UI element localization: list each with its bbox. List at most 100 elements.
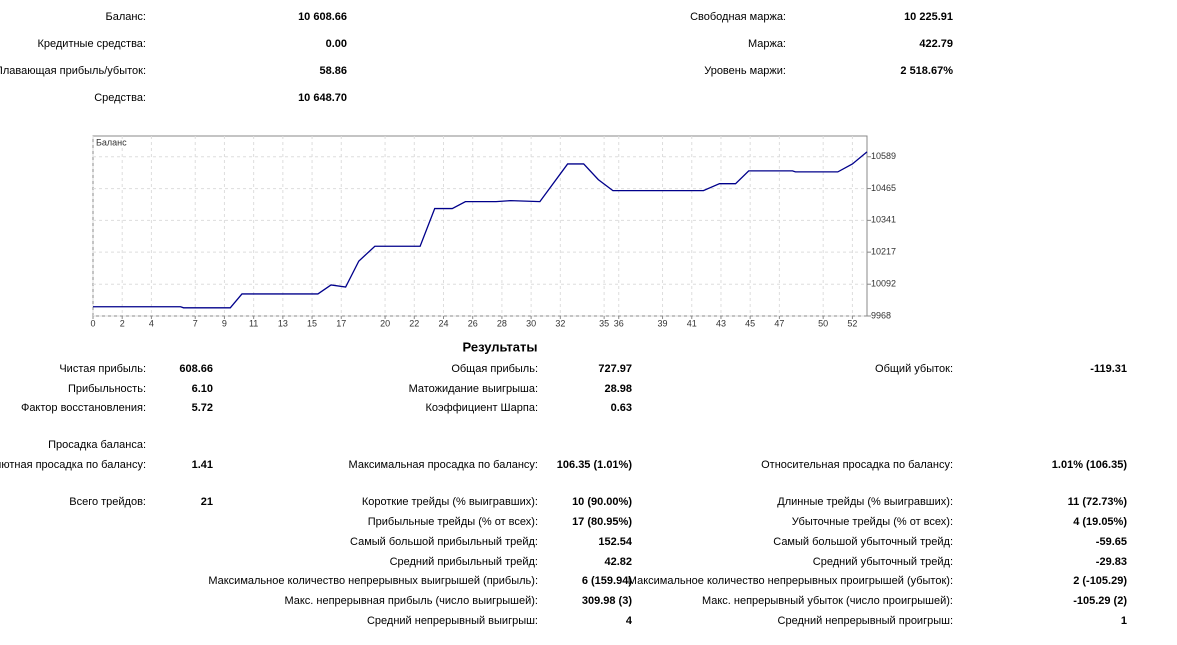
- result-value: 11 (72.73%): [1068, 496, 1128, 508]
- result-value: 6.10: [192, 383, 213, 395]
- x-tick-label: 0: [90, 318, 95, 328]
- y-tick-label: 10217: [871, 247, 896, 257]
- result-label: Максимальное количество непрерывных прои…: [628, 575, 953, 587]
- field-label: Свободная маржа:: [690, 11, 786, 23]
- x-tick-label: 15: [307, 318, 317, 328]
- result-label: Чистая прибыль:: [59, 363, 146, 375]
- x-tick-label: 13: [278, 318, 288, 328]
- result-label: Относительная просадка по балансу:: [761, 459, 953, 471]
- result-label: Макс. непрерывный убыток (число проигрыш…: [702, 595, 953, 607]
- field-value: 10 608.66: [298, 11, 347, 23]
- result-value: 727.97: [598, 363, 632, 375]
- x-tick-label: 7: [193, 318, 198, 328]
- x-tick-label: 30: [526, 318, 536, 328]
- plot-frame: [92, 135, 868, 317]
- result-label: Убыточные трейды (% от всех):: [792, 516, 953, 528]
- x-tick-label: 26: [468, 318, 478, 328]
- x-tick-label: 9: [222, 318, 227, 328]
- result-label: Просадка баланса:: [48, 439, 146, 451]
- result-label: Макс. непрерывная прибыль (число выигрыш…: [284, 595, 538, 607]
- x-tick-label: 24: [438, 318, 448, 328]
- x-tick-label: 39: [658, 318, 668, 328]
- result-label: Всего трейдов:: [69, 496, 146, 508]
- result-value: 4 (19.05%): [1073, 516, 1127, 528]
- result-label: Средний непрерывный выигрыш:: [367, 615, 538, 627]
- result-label: Матожидание выигрыша:: [409, 383, 538, 395]
- y-tick-label: 10341: [871, 215, 896, 225]
- result-value: 1.41: [192, 459, 213, 471]
- x-tick-label: 17: [336, 318, 346, 328]
- field-label: Плавающая прибыль/убыток:: [0, 65, 146, 77]
- x-tick-label: 36: [614, 318, 624, 328]
- result-label: Самый большой прибыльный трейд:: [350, 536, 538, 548]
- x-tick-label: 32: [555, 318, 565, 328]
- result-label: Общий убыток:: [875, 363, 953, 375]
- result-value: 6 (159.94): [582, 575, 632, 587]
- result-value: 106.35 (1.01%): [557, 459, 633, 471]
- y-tick-label: 9968: [871, 310, 891, 320]
- field-value: 10 648.70: [298, 92, 347, 104]
- result-value: -105.29 (2): [1073, 595, 1127, 607]
- x-tick-label: 45: [745, 318, 755, 328]
- result-label: Фактор восстановления:: [21, 402, 146, 414]
- result-value: 4: [626, 615, 633, 627]
- result-value: 0.63: [611, 402, 632, 414]
- results-title: Результаты: [463, 339, 538, 354]
- result-label: Длинные трейды (% выигравших):: [777, 496, 953, 508]
- result-label: Средний убыточный трейд:: [813, 556, 953, 568]
- result-label: Общая прибыль:: [451, 363, 538, 375]
- field-value: 58.86: [319, 65, 347, 77]
- result-label: Максимальное количество непрерывных выиг…: [208, 575, 538, 587]
- field-label: Средства:: [94, 92, 146, 104]
- chart-title: Баланс: [96, 137, 127, 147]
- result-label: лютная просадка по балансу:: [0, 459, 146, 471]
- field-value: 10 225.91: [904, 11, 953, 23]
- result-value: 608.66: [179, 363, 213, 375]
- x-tick-label: 4: [149, 318, 154, 328]
- result-value: 1.01% (106.35): [1052, 459, 1128, 471]
- result-label: Максимальная просадка по балансу:: [349, 459, 538, 471]
- x-tick-label: 22: [409, 318, 419, 328]
- field-label: Кредитные средства:: [37, 38, 146, 50]
- x-tick-label: 50: [818, 318, 828, 328]
- field-label: Маржа:: [748, 38, 786, 50]
- field-label: Уровень маржи:: [704, 65, 786, 77]
- result-value: 10 (90.00%): [572, 496, 632, 508]
- result-label: Короткие трейды (% выигравших):: [362, 496, 538, 508]
- result-value: 309.98 (3): [582, 595, 632, 607]
- result-label: Коэффициент Шарпа:: [425, 402, 538, 414]
- result-value: -119.31: [1090, 363, 1127, 375]
- balance-line: [93, 151, 868, 309]
- result-label: Средний непрерывный проигрыш:: [778, 615, 953, 627]
- x-tick-label: 52: [847, 318, 857, 328]
- result-label: Прибыльность:: [68, 383, 146, 395]
- result-label: Прибыльные трейды (% от всех):: [368, 516, 538, 528]
- field-value: 2 518.67%: [900, 65, 953, 77]
- result-label: Средний прибыльный трейд:: [390, 556, 538, 568]
- result-label: Самый большой убыточный трейд:: [773, 536, 953, 548]
- result-value: -59.65: [1096, 536, 1127, 548]
- result-value: 1: [1121, 615, 1127, 627]
- y-tick-label: 10465: [871, 183, 896, 193]
- x-tick-label: 20: [380, 318, 390, 328]
- result-value: 21: [201, 496, 213, 508]
- y-tick-label: 10589: [871, 151, 896, 161]
- result-value: 152.54: [598, 536, 633, 548]
- x-tick-label: 41: [687, 318, 697, 328]
- x-tick-label: 11: [249, 318, 258, 328]
- result-value: 28.98: [604, 383, 632, 395]
- x-tick-label: 2: [120, 318, 125, 328]
- field-label: Баланс:: [105, 11, 146, 23]
- result-value: 5.72: [192, 402, 213, 414]
- result-value: 42.82: [604, 556, 632, 568]
- x-tick-label: 47: [774, 318, 784, 328]
- x-tick-label: 28: [497, 318, 507, 328]
- field-value: 422.79: [919, 38, 953, 50]
- field-value: 0.00: [326, 38, 347, 50]
- result-value: -29.83: [1096, 556, 1127, 568]
- result-value: 2 (-105.29): [1073, 575, 1127, 587]
- x-tick-label: 35: [599, 318, 609, 328]
- result-value: 17 (80.95%): [572, 516, 632, 528]
- y-tick-label: 10092: [871, 279, 896, 289]
